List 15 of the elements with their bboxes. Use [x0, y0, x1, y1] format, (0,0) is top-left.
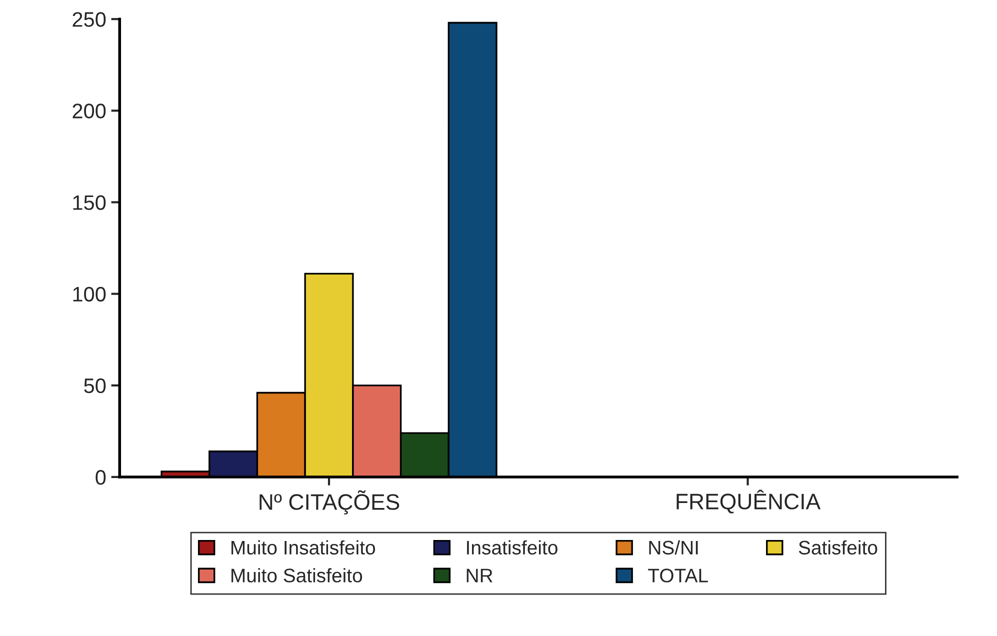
legend-label: Muito Satisfeito: [232, 568, 362, 582]
legend-label: Insatisfeito: [467, 540, 558, 555]
legend-label: Muito Insatisfeito: [232, 540, 376, 555]
y-tick-label: 150: [73, 195, 106, 210]
y-tick-label: 100: [73, 286, 106, 302]
y-tick-label: 50: [84, 378, 106, 394]
x-tick-label: Nº CITAÇÕES: [260, 490, 400, 514]
legend-label: Satisfeito: [798, 540, 878, 555]
legend-label: NR: [466, 568, 492, 582]
y-tick-label: 0: [96, 470, 106, 485]
y-tick-label: 200: [72, 104, 106, 118]
x-tick-label: FREQUÊNCIA: [676, 490, 821, 514]
legend-label: NS/NI: [649, 540, 698, 555]
legend-label: TOTAL: [648, 568, 708, 582]
y-tick-label: 250: [72, 12, 106, 27]
